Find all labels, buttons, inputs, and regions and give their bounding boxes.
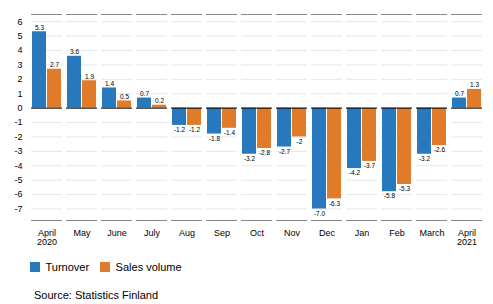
svg-text:-5.3: -5.3 — [399, 185, 411, 192]
svg-text:-1: -1 — [14, 117, 22, 127]
svg-text:April2021: April2021 — [457, 228, 477, 247]
svg-text:5: 5 — [17, 31, 22, 41]
svg-text:-4.2: -4.2 — [349, 169, 361, 176]
svg-text:0.2: 0.2 — [155, 97, 164, 104]
svg-text:Nov: Nov — [284, 228, 301, 238]
svg-text:Oct: Oct — [250, 228, 265, 238]
svg-text:Feb: Feb — [389, 228, 405, 238]
svg-text:0.7: 0.7 — [455, 90, 464, 97]
svg-text:March: March — [419, 228, 444, 238]
svg-text:April2020: April2020 — [37, 228, 57, 247]
svg-text:-1.2: -1.2 — [189, 126, 201, 133]
svg-text:-6: -6 — [14, 189, 22, 199]
svg-text:6: 6 — [17, 17, 22, 27]
svg-text:1: 1 — [17, 89, 22, 99]
svg-text:0: 0 — [17, 103, 22, 113]
svg-text:-3.2: -3.2 — [419, 155, 431, 162]
svg-text:5.3: 5.3 — [35, 24, 44, 31]
html-text:Sales volume: Sales volume — [115, 260, 182, 273]
svg-text:-2.8: -2.8 — [259, 149, 271, 156]
svg-text:-7.0: -7.0 — [314, 210, 326, 217]
svg-text:Aug: Aug — [179, 228, 195, 238]
svg-text:Dec: Dec — [319, 228, 336, 238]
svg-text:1.9: 1.9 — [85, 73, 94, 80]
svg-text:-2: -2 — [14, 132, 22, 142]
svg-text:-2: -2 — [297, 138, 303, 145]
svg-text:-5.8: -5.8 — [384, 192, 396, 199]
svg-text:-2.6: -2.6 — [434, 146, 446, 153]
svg-text:July: July — [144, 228, 161, 238]
svg-text:-3.2: -3.2 — [244, 155, 256, 162]
svg-text:-1.4: -1.4 — [224, 129, 236, 136]
svg-text:4: 4 — [17, 45, 22, 55]
svg-text:June: June — [107, 228, 127, 238]
svg-text:-4: -4 — [14, 161, 22, 171]
svg-text:May: May — [73, 228, 91, 238]
svg-text:1.4: 1.4 — [105, 80, 114, 87]
svg-text:-1.8: -1.8 — [209, 135, 221, 142]
svg-text:0.7: 0.7 — [140, 90, 149, 97]
html-text:Turnover: Turnover — [45, 260, 90, 273]
svg-text:-3: -3 — [14, 146, 22, 156]
svg-text:-5: -5 — [14, 175, 22, 185]
svg-text:Sep: Sep — [214, 228, 230, 238]
svg-text:-1.2: -1.2 — [174, 126, 186, 133]
svg-text:-3.7: -3.7 — [364, 162, 376, 169]
svg-text:3.6: 3.6 — [70, 48, 79, 55]
svg-text:1.3: 1.3 — [470, 81, 479, 88]
svg-text:Jan: Jan — [355, 228, 370, 238]
svg-text:2: 2 — [17, 74, 22, 84]
svg-text:-6.3: -6.3 — [329, 200, 341, 207]
svg-text:0.5: 0.5 — [120, 93, 129, 100]
svg-text:2.7: 2.7 — [50, 61, 59, 68]
html-text:Source: Statistics Finland: Source: Statistics Finland — [34, 288, 159, 301]
svg-text:3: 3 — [17, 60, 22, 70]
svg-text:-7: -7 — [14, 204, 22, 214]
svg-text:-2.7: -2.7 — [279, 148, 291, 155]
